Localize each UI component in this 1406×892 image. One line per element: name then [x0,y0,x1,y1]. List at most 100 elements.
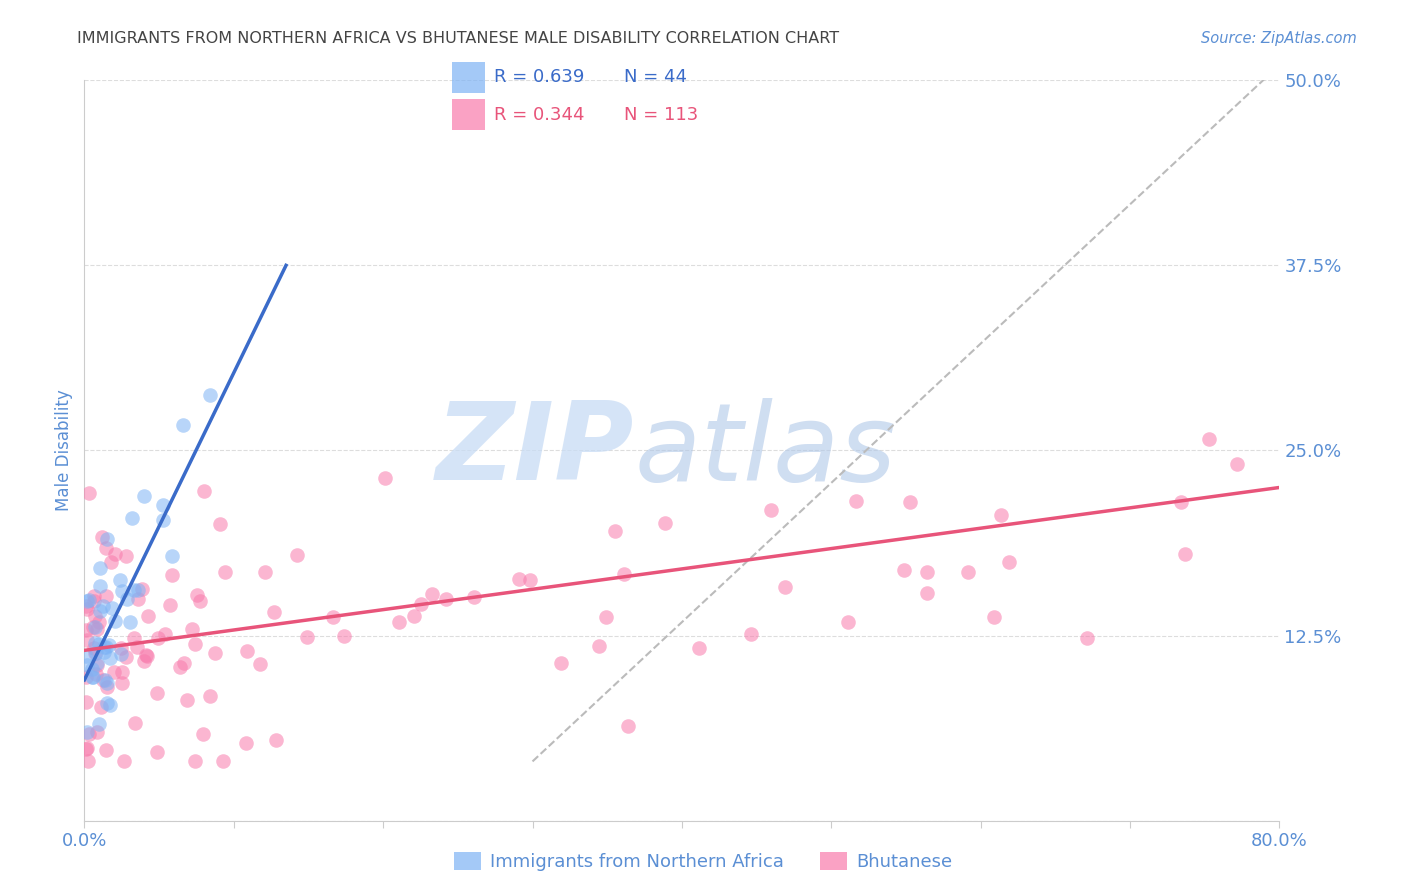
Point [759,502,782,516]
Point [434,592,457,607]
Point [184,755,207,769]
Point [254,565,277,579]
Point [519,573,541,587]
Point [146,631,169,645]
Y-axis label: Male Disability: Male Disability [55,390,73,511]
Point [89,604,111,618]
Point [84,609,107,624]
Point [86,656,108,670]
Text: R = 0.639: R = 0.639 [495,69,585,87]
Point [103,614,125,628]
Point [180,623,202,637]
Point [145,745,167,759]
Point [159,598,181,612]
Point [983,610,1005,624]
Point [169,660,191,674]
Point [900,495,922,509]
Point [94,589,117,603]
Point [82,670,104,684]
Point [212,755,235,769]
Point [134,489,156,503]
Point [98,651,121,665]
Point [89,561,111,575]
Point [103,665,125,679]
Point [82,620,104,634]
Point [76,632,98,647]
Point [93,645,115,659]
Point [998,555,1021,569]
Point [845,493,868,508]
Point [613,567,636,582]
Point [83,636,105,650]
Bar [451,99,485,130]
Point [127,591,149,606]
Point [463,590,485,604]
Point [617,719,640,733]
Point [135,648,157,662]
Point [654,516,676,530]
Point [96,696,118,710]
Point [114,650,136,665]
Point [91,599,114,613]
Point [124,632,146,646]
Point [77,727,100,741]
Point [124,715,146,730]
Point [208,517,231,532]
Point [1198,432,1220,446]
Point [420,587,443,601]
Point [75,670,97,684]
Point [508,573,530,587]
Point [94,541,117,555]
Point [956,565,979,579]
Point [84,646,107,660]
Point [236,644,259,658]
Point [136,649,159,664]
Point [112,755,135,769]
Point [77,755,100,769]
Point [83,589,105,603]
Point [75,741,97,756]
Point [193,484,215,499]
Point [76,740,98,755]
Point [184,637,207,651]
Point [115,549,138,564]
Point [264,732,287,747]
Point [75,695,97,709]
Point [91,673,114,687]
Point [90,699,112,714]
Point [191,726,214,740]
Point [86,622,108,636]
Point [111,584,134,599]
Point [89,579,111,593]
Point [100,555,122,569]
Point [1226,458,1249,472]
Point [198,388,221,402]
Point [115,592,138,607]
Point [96,675,118,690]
Point [108,573,131,587]
Point [152,498,174,512]
Point [297,630,319,644]
Text: R = 0.344: R = 0.344 [495,105,585,123]
Point [75,648,97,663]
Point [603,524,626,538]
Point [110,640,132,655]
Point [127,583,149,598]
Point [86,657,108,672]
Point [388,615,411,629]
Point [153,626,176,640]
Point [837,615,859,629]
Point [111,665,134,679]
Text: N = 113: N = 113 [624,105,699,123]
Point [94,640,117,655]
Point [118,615,141,629]
Point [94,673,117,688]
Point [87,717,110,731]
Point [76,724,98,739]
Point [86,725,108,739]
Point [89,637,111,651]
Point [550,656,572,670]
Point [285,549,308,563]
Point [96,533,118,547]
Point [100,698,122,712]
